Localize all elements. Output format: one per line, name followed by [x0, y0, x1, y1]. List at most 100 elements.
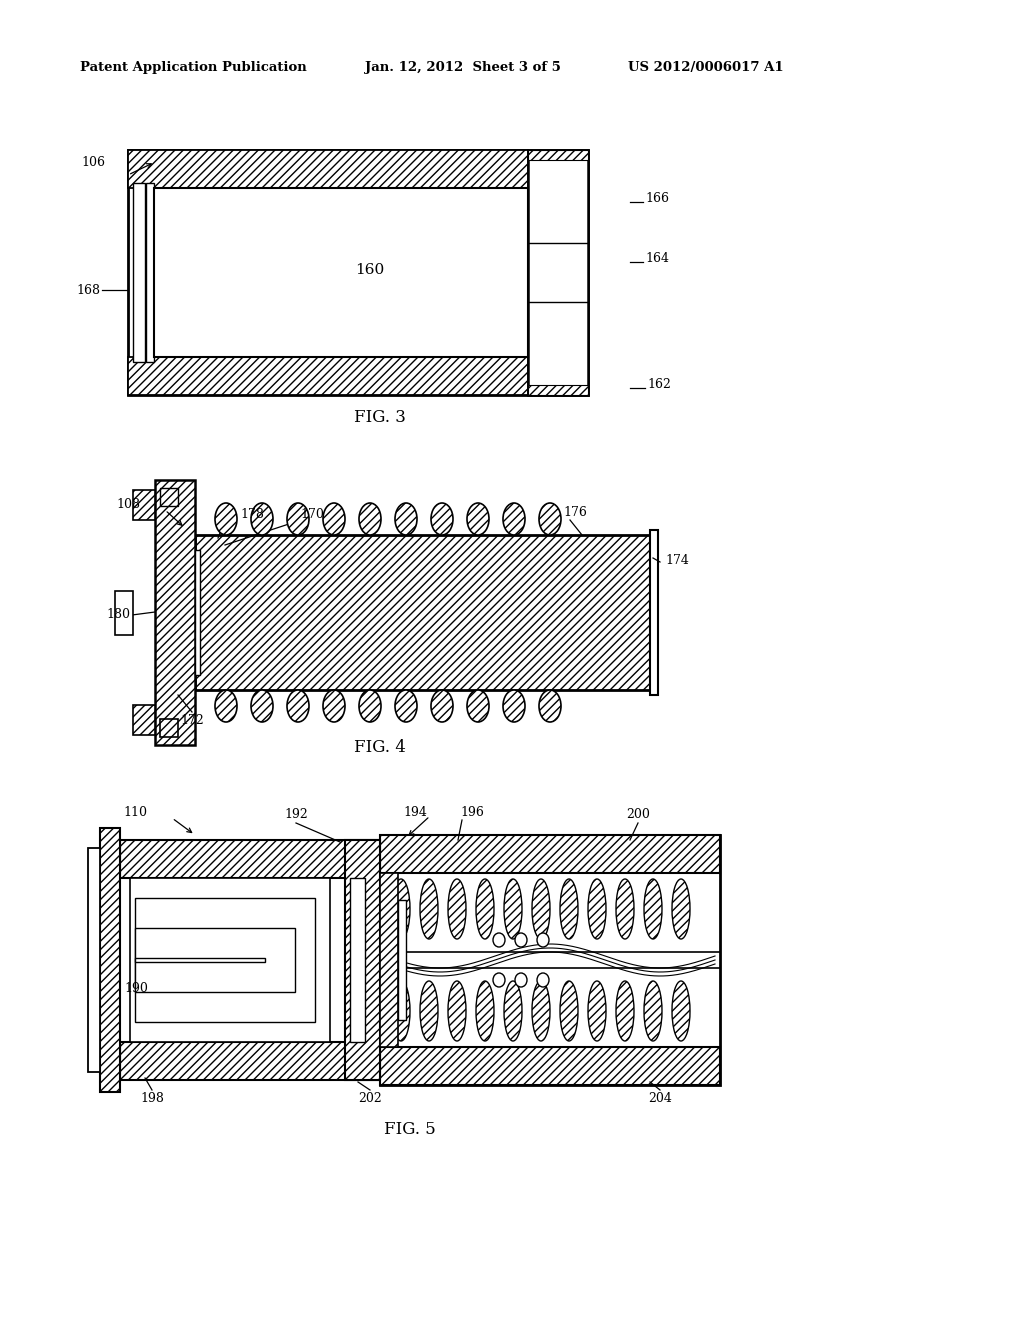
- Ellipse shape: [537, 973, 549, 987]
- Text: 108: 108: [116, 499, 140, 511]
- Text: 202: 202: [358, 1092, 382, 1105]
- Ellipse shape: [493, 973, 505, 987]
- Ellipse shape: [431, 690, 453, 722]
- Bar: [154, 187, 528, 356]
- Bar: [345, 840, 380, 1080]
- Bar: [88, 847, 100, 1072]
- Bar: [160, 719, 178, 737]
- Ellipse shape: [395, 690, 417, 722]
- Text: 200: 200: [626, 808, 650, 821]
- Ellipse shape: [251, 690, 273, 722]
- Bar: [128, 150, 588, 395]
- Ellipse shape: [323, 690, 345, 722]
- Text: 192: 192: [284, 808, 308, 821]
- Text: 160: 160: [355, 263, 385, 277]
- Bar: [120, 1041, 380, 1080]
- Ellipse shape: [504, 981, 522, 1041]
- Ellipse shape: [215, 690, 237, 722]
- Ellipse shape: [287, 503, 309, 535]
- Bar: [135, 898, 315, 1022]
- Bar: [380, 873, 398, 1047]
- Text: 162: 162: [647, 379, 671, 392]
- Text: 164: 164: [645, 252, 669, 264]
- Ellipse shape: [504, 879, 522, 939]
- Bar: [120, 840, 380, 878]
- Text: 196: 196: [460, 807, 484, 820]
- Ellipse shape: [539, 503, 561, 535]
- Ellipse shape: [287, 690, 309, 722]
- Ellipse shape: [515, 973, 527, 987]
- Text: 204: 204: [648, 1092, 672, 1105]
- Bar: [133, 490, 155, 520]
- Ellipse shape: [532, 981, 550, 1041]
- Ellipse shape: [588, 879, 606, 939]
- Text: Patent Application Publication: Patent Application Publication: [80, 62, 307, 74]
- Bar: [528, 150, 588, 395]
- Ellipse shape: [616, 879, 634, 939]
- Ellipse shape: [449, 981, 466, 1041]
- Bar: [195, 535, 650, 690]
- Ellipse shape: [539, 690, 561, 722]
- Bar: [100, 828, 120, 1092]
- Text: 174: 174: [665, 553, 689, 566]
- Ellipse shape: [672, 879, 690, 939]
- Ellipse shape: [560, 981, 578, 1041]
- Bar: [135, 928, 295, 993]
- Ellipse shape: [644, 981, 662, 1041]
- Ellipse shape: [515, 933, 527, 946]
- Ellipse shape: [431, 503, 453, 535]
- Bar: [380, 836, 720, 873]
- Ellipse shape: [476, 879, 494, 939]
- Bar: [160, 488, 178, 506]
- Ellipse shape: [476, 981, 494, 1041]
- Ellipse shape: [359, 690, 381, 722]
- Ellipse shape: [503, 690, 525, 722]
- Ellipse shape: [503, 503, 525, 535]
- Bar: [133, 183, 145, 362]
- Ellipse shape: [449, 879, 466, 939]
- Ellipse shape: [251, 503, 273, 535]
- Ellipse shape: [467, 503, 489, 535]
- Bar: [528, 150, 588, 160]
- Ellipse shape: [420, 879, 438, 939]
- Text: 194: 194: [403, 805, 427, 818]
- Bar: [128, 150, 528, 187]
- Bar: [133, 705, 155, 735]
- Bar: [155, 480, 195, 744]
- Ellipse shape: [215, 503, 237, 535]
- Ellipse shape: [392, 879, 410, 939]
- Text: 176: 176: [563, 506, 587, 519]
- Ellipse shape: [395, 503, 417, 535]
- Ellipse shape: [672, 981, 690, 1041]
- Bar: [146, 183, 154, 362]
- Bar: [398, 900, 406, 1020]
- Bar: [115, 590, 133, 635]
- Bar: [380, 1047, 720, 1085]
- Bar: [650, 531, 658, 696]
- Text: FIG. 4: FIG. 4: [354, 739, 406, 756]
- Text: 190: 190: [124, 982, 148, 994]
- Text: 166: 166: [645, 191, 669, 205]
- Bar: [128, 356, 528, 395]
- Bar: [528, 385, 588, 395]
- Ellipse shape: [420, 981, 438, 1041]
- Text: 178: 178: [240, 508, 264, 521]
- Ellipse shape: [560, 879, 578, 939]
- Text: 180: 180: [106, 609, 130, 622]
- Text: 168: 168: [76, 284, 100, 297]
- Text: 170: 170: [300, 508, 324, 521]
- Ellipse shape: [532, 879, 550, 939]
- Bar: [135, 958, 265, 962]
- Text: US 2012/0006017 A1: US 2012/0006017 A1: [628, 62, 783, 74]
- Ellipse shape: [323, 503, 345, 535]
- Text: FIG. 5: FIG. 5: [384, 1122, 436, 1138]
- Text: 172: 172: [180, 714, 204, 726]
- Ellipse shape: [616, 981, 634, 1041]
- Bar: [130, 878, 330, 1041]
- Text: 106: 106: [81, 157, 105, 169]
- Bar: [195, 550, 200, 675]
- Ellipse shape: [644, 879, 662, 939]
- Text: 110: 110: [123, 805, 147, 818]
- Text: 198: 198: [140, 1092, 164, 1105]
- Ellipse shape: [493, 933, 505, 946]
